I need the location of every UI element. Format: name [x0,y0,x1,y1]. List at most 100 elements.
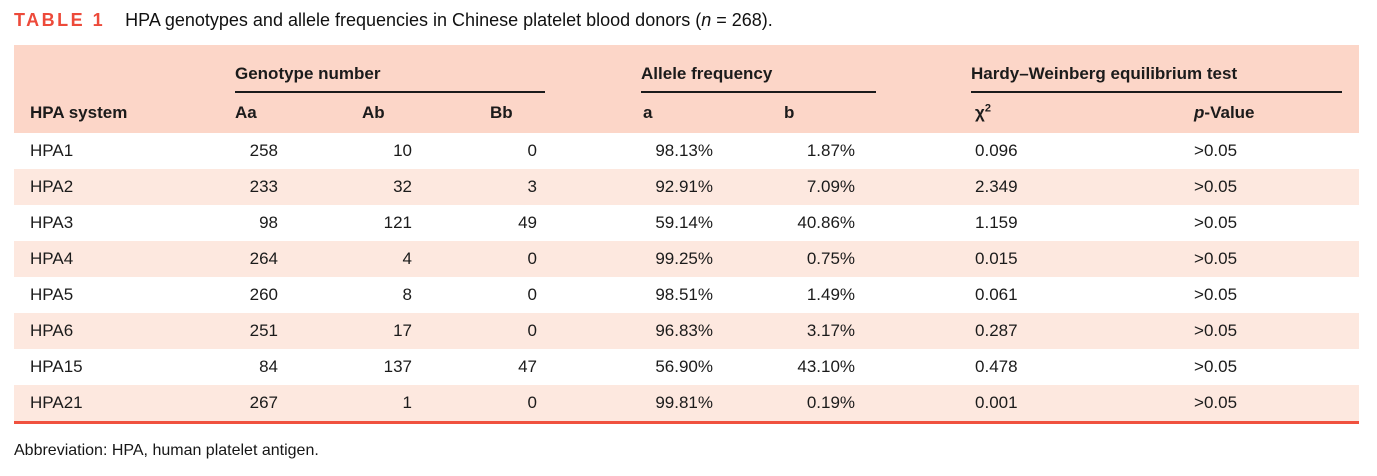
cell-gap [876,133,971,169]
cell-chi-squared: 0.096 [975,141,1018,160]
cell-allele-a: 99.81% [641,385,783,421]
cell-allele-b: 1.87% [806,141,856,160]
cell-allele-a: 99.25% [641,241,783,277]
cell-genotype-ab: 32 [362,169,490,205]
col-header-a: a [641,93,783,133]
cell-allele-b: 1.49% [806,285,856,304]
cell-allele-b: 3.17% [782,313,877,349]
col-header-hpa-system: HPA system [14,93,235,133]
cell-allele-b: 0.75% [782,241,877,277]
cell-gap [876,349,971,385]
cell-genotype-bb: 49 [518,213,538,232]
column-header-row: HPA system Aa Ab Bb a b χ2 p-Value [14,93,1360,133]
cell-allele-a: 92.91% [641,169,783,205]
group-gap [545,93,642,133]
cell-gap [876,205,971,241]
group-header-row: Genotype number Allele frequency Hardy–W… [14,45,1360,93]
cell-genotype-ab: 121 [383,213,412,232]
table-row: HPA4 264 4 0 99.25% 0.75% 0.015 >0.05 [14,241,1360,277]
col-header-ab: Ab [362,93,490,133]
cell-allele-b: 43.10% [797,357,856,376]
cell-hpa-system: HPA2 [14,169,235,205]
group-gap [876,45,972,93]
table-number-label: TABLE 1 [14,10,106,30]
table-row: HPA2 233 32 3 92.91% 7.09% 2.349 >0.05 [14,169,1360,205]
col-header-bb: Bb [490,93,546,133]
col-header-chi-squared: χ2 [971,93,1185,133]
caption-text-pre: HPA genotypes and allele frequencies in … [125,10,702,30]
cell-hpa-system: HPA4 [14,241,235,277]
cell-hpa-system: HPA21 [14,385,235,421]
cell-allele-a: 56.90% [655,357,714,376]
cell-gap [545,313,642,349]
cell-gap [545,169,642,205]
cell-chi-squared: 2.349 [971,169,1185,205]
table-caption: TABLE 1 HPA genotypes and allele frequenc… [14,8,1364,32]
cell-p-value: >0.05 [1184,241,1360,277]
group-header-hw-label: Hardy–Weinberg equilibrium test [971,64,1343,93]
cell-genotype-aa: 260 [249,285,278,304]
cell-genotype-bb: 0 [490,385,546,421]
cell-genotype-bb: 47 [518,357,538,376]
cell-allele-a: 98.51% [655,285,714,304]
group-gap [876,93,972,133]
cell-genotype-aa: 267 [235,385,362,421]
cell-genotype-ab: 10 [393,141,412,160]
cell-genotype-bb: 0 [490,241,546,277]
cell-genotype-bb: 0 [527,285,538,304]
cell-p-value: >0.05 [1194,285,1238,304]
col-header-b: b [782,93,877,133]
table-header: Genotype number Allele frequency Hardy–W… [14,45,1360,133]
cell-genotype-aa: 233 [235,169,362,205]
cell-chi-squared: 0.061 [975,285,1018,304]
cell-genotype-bb: 3 [490,169,546,205]
cell-chi-squared: 0.015 [971,241,1185,277]
p-value-rest: -Value [1204,103,1255,122]
group-header-genotype-number: Genotype number [235,45,546,93]
cell-gap [545,277,641,313]
caption-text-post: = 268). [711,10,773,30]
cell-p-value: >0.05 [1184,385,1360,421]
table-footnote: Abbreviation: HPA, human platelet antige… [14,442,319,459]
group-header-genotype-label: Genotype number [235,64,546,93]
cell-chi-squared: 0.001 [971,385,1185,421]
cell-allele-a: 96.83% [641,313,783,349]
group-header-spacer [14,45,235,93]
table-row: HPA5 260 8 0 98.51% 1.49% 0.061 >0.05 [14,277,1359,313]
cell-allele-a: 59.14% [655,213,714,232]
table-row: HPA6 251 17 0 96.83% 3.17% 0.287 >0.05 [14,313,1360,349]
col-header-p-value: p-Value [1184,93,1360,133]
cell-genotype-bb: 0 [527,141,538,160]
cell-gap [545,205,641,241]
cell-gap [545,349,641,385]
cell-allele-b: 7.09% [782,169,877,205]
cell-genotype-ab: 4 [362,241,490,277]
cell-hpa-system: HPA5 [30,285,74,304]
cell-genotype-bb: 0 [490,313,546,349]
cell-gap [876,313,972,349]
cell-chi-squared: 0.287 [971,313,1185,349]
group-header-allele-frequency: Allele frequency [641,45,877,93]
cell-gap [545,133,641,169]
cell-hpa-system: HPA15 [30,357,83,376]
col-header-aa: Aa [235,93,362,133]
cell-genotype-aa: 84 [259,357,278,376]
cell-allele-b: 40.86% [797,213,856,232]
cell-chi-squared: 0.478 [975,357,1018,376]
cell-genotype-ab: 1 [362,385,490,421]
table-row: HPA3 98 121 49 59.14% 40.86% 1.159 >0.05 [14,205,1359,241]
hpa-genotype-table: Genotype number Allele frequency Hardy–W… [14,45,1360,424]
table-row: HPA21 267 1 0 99.81% 0.19% 0.001 >0.05 [14,385,1360,421]
cell-p-value: >0.05 [1194,357,1238,376]
cell-hpa-system: HPA3 [30,213,74,232]
cell-p-value: >0.05 [1194,213,1238,232]
table-row: HPA15 84 137 47 56.90% 43.10% 0.478 >0.0… [14,349,1359,385]
cell-genotype-ab: 137 [383,357,412,376]
cell-genotype-aa: 264 [235,241,362,277]
cell-genotype-ab: 17 [362,313,490,349]
chi-superscript: 2 [984,102,991,115]
group-gap [545,45,642,93]
group-header-hardy-weinberg: Hardy–Weinberg equilibrium test [971,45,1360,93]
cell-gap [876,169,972,205]
cell-hpa-system: HPA6 [14,313,235,349]
